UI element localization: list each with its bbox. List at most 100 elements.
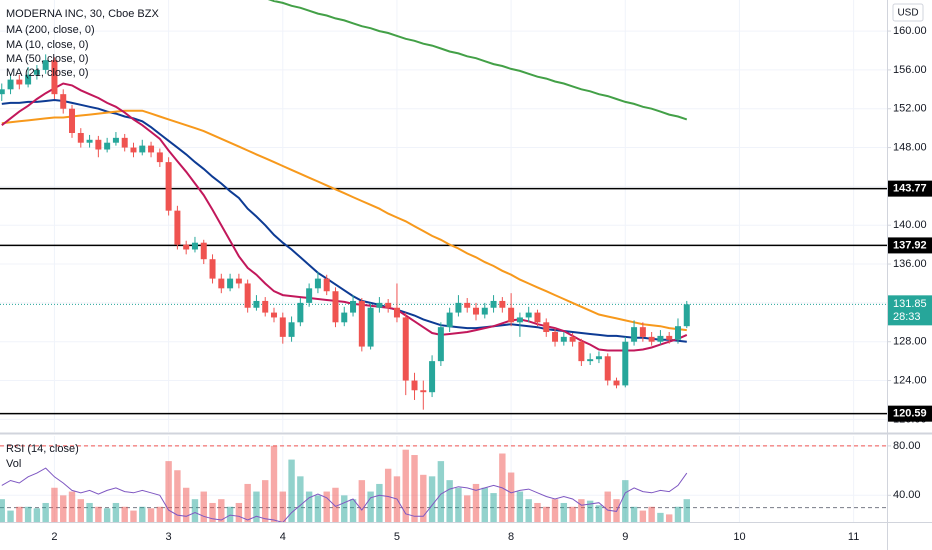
candle-body bbox=[411, 380, 418, 391]
volume-bar bbox=[209, 502, 216, 522]
volume-bar bbox=[674, 506, 682, 522]
candle-body bbox=[604, 356, 611, 381]
candle-body bbox=[235, 278, 242, 284]
candle-body bbox=[323, 278, 330, 292]
volume-bar bbox=[569, 506, 576, 522]
candle-body bbox=[455, 302, 462, 313]
candle-body bbox=[516, 317, 523, 323]
level-label: 137.92 bbox=[893, 239, 927, 251]
candle-body bbox=[33, 69, 40, 75]
x-tick-label: 3 bbox=[166, 531, 172, 543]
candle-body bbox=[77, 132, 84, 143]
volume-bar bbox=[103, 508, 111, 522]
countdown: 28:33 bbox=[893, 311, 921, 323]
candle-body bbox=[244, 283, 251, 308]
legend-entry: MA (50, close, 0) bbox=[6, 53, 89, 65]
volume-bar bbox=[95, 506, 102, 522]
volume-bar bbox=[42, 502, 49, 522]
candle-body bbox=[490, 300, 497, 308]
y-tick-label: 140.00 bbox=[893, 219, 927, 231]
volume-bar bbox=[33, 508, 41, 522]
moving-average bbox=[267, 0, 688, 121]
y-tick-label: 40.00 bbox=[893, 489, 921, 501]
volume-bar bbox=[349, 499, 357, 522]
volume-bar bbox=[630, 506, 638, 522]
y-tick-label: 124.00 bbox=[893, 374, 927, 386]
candle-body bbox=[218, 278, 225, 289]
candle-body bbox=[0, 89, 5, 95]
volume-bar bbox=[165, 461, 172, 522]
rsi-line bbox=[1, 467, 688, 522]
x-tick-label: 9 bbox=[622, 531, 628, 543]
legend-entry: MA (10, close, 0) bbox=[6, 39, 89, 51]
volume-bar bbox=[437, 461, 445, 522]
volume-bar bbox=[428, 476, 436, 522]
volume-bar bbox=[525, 499, 532, 522]
candle-body bbox=[543, 322, 550, 333]
volume-bar bbox=[235, 502, 243, 522]
candle-body bbox=[402, 317, 409, 381]
volume-bar bbox=[367, 491, 374, 522]
candle-body bbox=[499, 300, 506, 308]
candle-body bbox=[183, 244, 190, 250]
volume-bar bbox=[402, 449, 409, 522]
volume-bar bbox=[455, 487, 462, 522]
volume-bar bbox=[586, 500, 594, 522]
currency-box[interactable] bbox=[892, 3, 924, 22]
candle-body bbox=[367, 307, 374, 347]
volume-bar bbox=[358, 480, 366, 522]
candle-body bbox=[253, 300, 260, 308]
volume-bar bbox=[130, 510, 137, 522]
volume-bar bbox=[604, 491, 611, 522]
y-tick-label: 160.00 bbox=[893, 25, 927, 37]
candle-body bbox=[657, 335, 664, 342]
volume-bar bbox=[595, 505, 603, 522]
indicator-name: Vol bbox=[6, 458, 21, 470]
moving-average bbox=[1, 98, 687, 343]
candle-body bbox=[174, 210, 181, 245]
x-tick-label: 10 bbox=[733, 531, 745, 543]
candle-body bbox=[60, 94, 67, 109]
volume-bar bbox=[384, 468, 392, 522]
volume-bar bbox=[147, 508, 155, 522]
candle-body bbox=[683, 304, 690, 327]
price-pane bbox=[0, 0, 887, 415]
candle-body bbox=[358, 300, 365, 347]
candle-body bbox=[191, 242, 198, 250]
volume-bar bbox=[253, 491, 260, 522]
x-tick-label: 4 bbox=[280, 531, 286, 543]
level-label: 143.77 bbox=[893, 183, 927, 195]
candle-body bbox=[42, 60, 49, 70]
candle-body bbox=[631, 327, 638, 342]
candle-body bbox=[393, 307, 400, 318]
candle-body bbox=[262, 300, 269, 313]
volume-bar bbox=[622, 480, 629, 522]
volume-bar bbox=[112, 502, 120, 522]
volume-bar bbox=[639, 510, 647, 522]
volume-bar bbox=[305, 491, 313, 522]
volume-bar bbox=[0, 499, 5, 522]
volume-bar bbox=[156, 506, 164, 522]
candle-body bbox=[666, 335, 673, 340]
volume-bar bbox=[60, 495, 67, 522]
volume-bar bbox=[262, 480, 269, 522]
volume-bar bbox=[218, 499, 225, 522]
candle-body bbox=[279, 317, 286, 337]
candle-body bbox=[674, 326, 681, 340]
candle-body bbox=[525, 312, 532, 318]
volume-bar bbox=[490, 493, 497, 522]
candle-body bbox=[429, 361, 436, 393]
volume-bar bbox=[244, 483, 251, 522]
chart-title: MODERNA INC, 30, Cboe BZX bbox=[6, 8, 159, 20]
legend-entry: MA (200, close, 0) bbox=[6, 24, 95, 36]
candle-body bbox=[437, 327, 444, 362]
candle-body bbox=[648, 336, 655, 342]
volume-bar bbox=[332, 487, 339, 522]
candle-body bbox=[200, 242, 207, 260]
volume-bar bbox=[7, 510, 14, 522]
x-tick-label: 8 bbox=[508, 531, 514, 543]
candle-body bbox=[341, 312, 348, 323]
candle-body bbox=[209, 259, 216, 279]
